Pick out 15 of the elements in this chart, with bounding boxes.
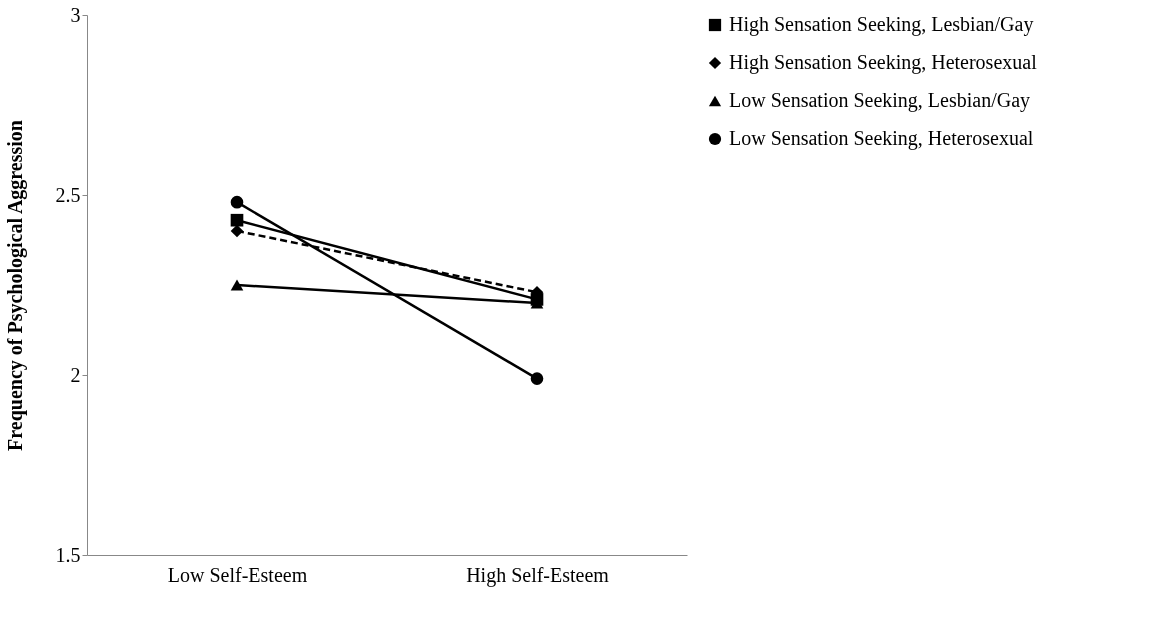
legend-label: Low Sensation Seeking, Lesbian/Gay bbox=[729, 89, 1031, 112]
point bbox=[230, 213, 244, 227]
y-tick-label: 2 bbox=[70, 363, 81, 386]
point bbox=[230, 195, 244, 209]
legend-label: High Sensation Seeking, Heterosexual bbox=[729, 51, 1038, 74]
point bbox=[530, 372, 544, 385]
x-tick-label: High Self-Esteem bbox=[466, 563, 610, 587]
x-tick-label: Low Self-Esteem bbox=[167, 563, 308, 586]
y-tick-label: 1.5 bbox=[55, 543, 81, 566]
y-tick-label: 3 bbox=[70, 3, 81, 26]
point bbox=[230, 224, 244, 238]
y-axis-title: Frequency of Psychological Aggression bbox=[3, 120, 27, 451]
legend-label: Low Sensation Seeking, Heterosexual bbox=[729, 127, 1034, 150]
y-tick-label: 2.5 bbox=[55, 183, 81, 206]
legend-label: High Sensation Seeking, Lesbian/Gay bbox=[729, 13, 1034, 36]
